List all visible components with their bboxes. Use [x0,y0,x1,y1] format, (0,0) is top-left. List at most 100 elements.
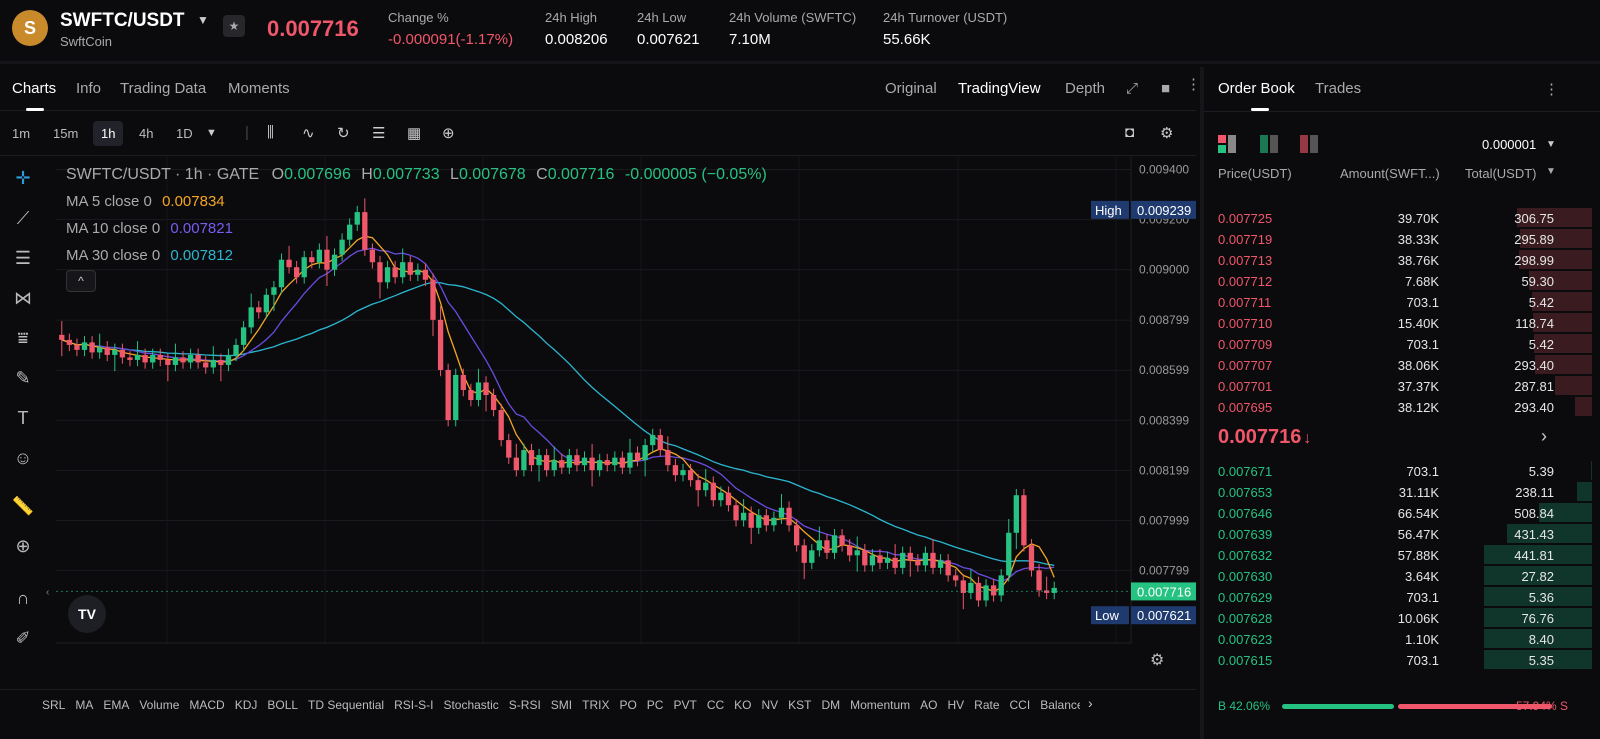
orderbook-row[interactable]: 0.007639 56.47K 431.43 [1204,523,1596,544]
timeframe-4h[interactable]: 4h [139,126,154,141]
mid-price[interactable]: 0.007716 ↓ [1218,426,1311,449]
add-icon[interactable]: ⊕ [442,125,455,142]
indicator-nv[interactable]: NV [761,698,779,712]
more-vertical-icon[interactable]: ⋮ [1544,81,1559,98]
orderbook-row[interactable]: 0.007653 31.11K 238.11 [1204,481,1596,502]
orderbook-row[interactable]: 0.007632 57.88K 441.81 [1204,544,1596,565]
orderbook-row[interactable]: 0.007710 15.40K 118.74 [1204,312,1596,333]
eraser-icon[interactable]: ✐ [15,628,31,648]
orderbook-row[interactable]: 0.007712 7.68K 59.30 [1204,270,1596,291]
crosshair-icon[interactable]: ✛ [15,168,31,188]
ruler-icon[interactable]: 📏 [11,496,35,516]
collapse-legend-button[interactable]: ^ [66,270,96,292]
indicator-boll[interactable]: BOLL [267,698,299,712]
indicator-stochastic[interactable]: Stochastic [443,698,499,712]
indicator-rate[interactable]: Rate [974,698,1000,712]
indicator-dm[interactable]: DM [821,698,841,712]
indicator-ma[interactable]: MA [75,698,94,712]
orderbook-row[interactable]: 0.007709 703.1 5.42 [1204,333,1596,354]
star-icon[interactable]: ★ [223,15,245,37]
view-both-icon[interactable] [1218,135,1238,153]
collapse-sidebar-icon[interactable]: ‹ [46,587,50,598]
chevron-right-icon[interactable]: › [1088,695,1093,711]
indicator-td-sequential[interactable]: TD Sequential [308,698,385,712]
orderbook-row[interactable]: 0.007630 3.64K 27.82 [1204,565,1596,586]
indicator-cc[interactable]: CC [706,698,725,712]
indicator-ema[interactable]: EMA [103,698,130,712]
pattern-icon[interactable]: ⋈ [14,288,32,308]
view-bids-icon[interactable] [1260,135,1280,153]
indicator-srl[interactable]: SRL [42,698,66,712]
view-original[interactable]: Original [885,80,937,97]
orderbook-row[interactable]: 0.007725 39.70K 306.75 [1204,207,1596,228]
orderbook-row[interactable]: 0.007719 38.33K 295.89 [1204,228,1596,249]
indicator-momentum[interactable]: Momentum [850,698,911,712]
price-chart[interactable]: 0.0094000.0092000.0090000.0087990.008599… [46,157,1196,647]
settings-list-icon[interactable]: ☰ [372,125,386,142]
indicator-trix[interactable]: TRIX [582,698,610,712]
gear-icon[interactable]: ⚙ [1160,125,1174,142]
indicator-pc[interactable]: PC [646,698,664,712]
chevron-down-icon[interactable]: ▼ [197,13,209,27]
brush-icon[interactable]: ✎ [15,368,31,388]
tab-charts[interactable]: Charts [12,80,57,97]
candle-type-icon[interactable]: ⫼ [267,124,274,141]
indicator-ao[interactable]: AO [920,698,938,712]
tab-info[interactable]: Info [76,80,102,97]
indicator-balance[interactable]: Balance [1040,698,1080,712]
orderbook-row[interactable]: 0.007711 703.1 5.42 [1204,291,1596,312]
indicator-s-rsi[interactable]: S-RSI [508,698,541,712]
horizontal-lines-icon[interactable]: ☰ [14,248,32,268]
tab-trading-data[interactable]: Trading Data [120,80,207,97]
indicator-cci[interactable]: CCI [1009,698,1031,712]
orderbook-row[interactable]: 0.007629 703.1 5.36 [1204,586,1596,607]
trend-line-icon[interactable]: ⟋ [16,208,30,228]
indicator-rsi-s-i[interactable]: RSI-S-I [394,698,434,712]
camera-icon[interactable]: ◘ [1125,124,1135,141]
chevron-down-icon[interactable]: ▼ [206,127,217,139]
orderbook-row[interactable]: 0.007623 1.10K 8.40 [1204,628,1596,649]
replay-icon[interactable]: ↻ [337,125,350,142]
indicator-ko[interactable]: KO [734,698,752,712]
indicator-macd[interactable]: MACD [189,698,225,712]
tradingview-logo-icon[interactable]: TV [68,595,106,633]
emoji-icon[interactable]: ☺ [13,448,33,468]
orderbook-row[interactable]: 0.007707 38.06K 293.40 [1204,354,1596,375]
indicator-po[interactable]: PO [619,698,637,712]
tab-order-book[interactable]: Order Book [1218,80,1295,97]
chart-settings-icon[interactable]: ⚙ [1150,652,1165,669]
indicators-icon[interactable]: ∿ [302,125,315,142]
expand-icon[interactable]: ⤢ [1126,80,1139,97]
fib-icon[interactable]: ⩸ [17,328,29,348]
layout-grid-icon[interactable]: ▦ [407,125,422,142]
more-vertical-icon[interactable]: ⋮ [1186,76,1201,93]
timeframe-1h[interactable]: 1h [93,121,124,146]
tab-trades[interactable]: Trades [1315,80,1362,97]
text-icon[interactable]: T [17,408,29,428]
tab-moments[interactable]: Moments [228,80,290,97]
indicator-smi[interactable]: SMI [550,698,573,712]
view-depth[interactable]: Depth [1065,80,1106,97]
indicator-hv[interactable]: HV [947,698,965,712]
indicator-kdj[interactable]: KDJ [234,698,258,712]
orderbook-row[interactable]: 0.007646 66.54K 508.84 [1204,502,1596,523]
timeframe-15m[interactable]: 15m [53,126,79,141]
view-asks-icon[interactable] [1300,135,1320,153]
timeframe-1d[interactable]: 1D [176,126,193,141]
indicator-volume[interactable]: Volume [139,698,180,712]
pair-selector[interactable]: SWFTC/USDT [60,10,185,31]
precision-select[interactable]: 0.000001 [1482,137,1537,152]
chevron-down-icon[interactable]: ▼ [1546,139,1556,150]
indicator-kst[interactable]: KST [788,698,812,712]
orderbook-row[interactable]: 0.007695 38.12K 293.40 [1204,396,1596,417]
zoom-in-icon[interactable]: ⊕ [15,536,31,556]
orderbook-row[interactable]: 0.007701 37.37K 287.81 [1204,375,1596,396]
orderbook-row[interactable]: 0.007615 703.1 5.35 [1204,649,1596,670]
orderbook-row[interactable]: 0.007713 38.76K 298.99 [1204,249,1596,270]
view-tradingview[interactable]: TradingView [958,80,1041,97]
layout-icon[interactable]: ■ [1161,80,1171,97]
indicator-pvt[interactable]: PVT [673,698,697,712]
magnet-icon[interactable]: ∩ [16,588,30,608]
timeframe-1m[interactable]: 1m [12,126,31,141]
orderbook-row[interactable]: 0.007628 10.06K 76.76 [1204,607,1596,628]
